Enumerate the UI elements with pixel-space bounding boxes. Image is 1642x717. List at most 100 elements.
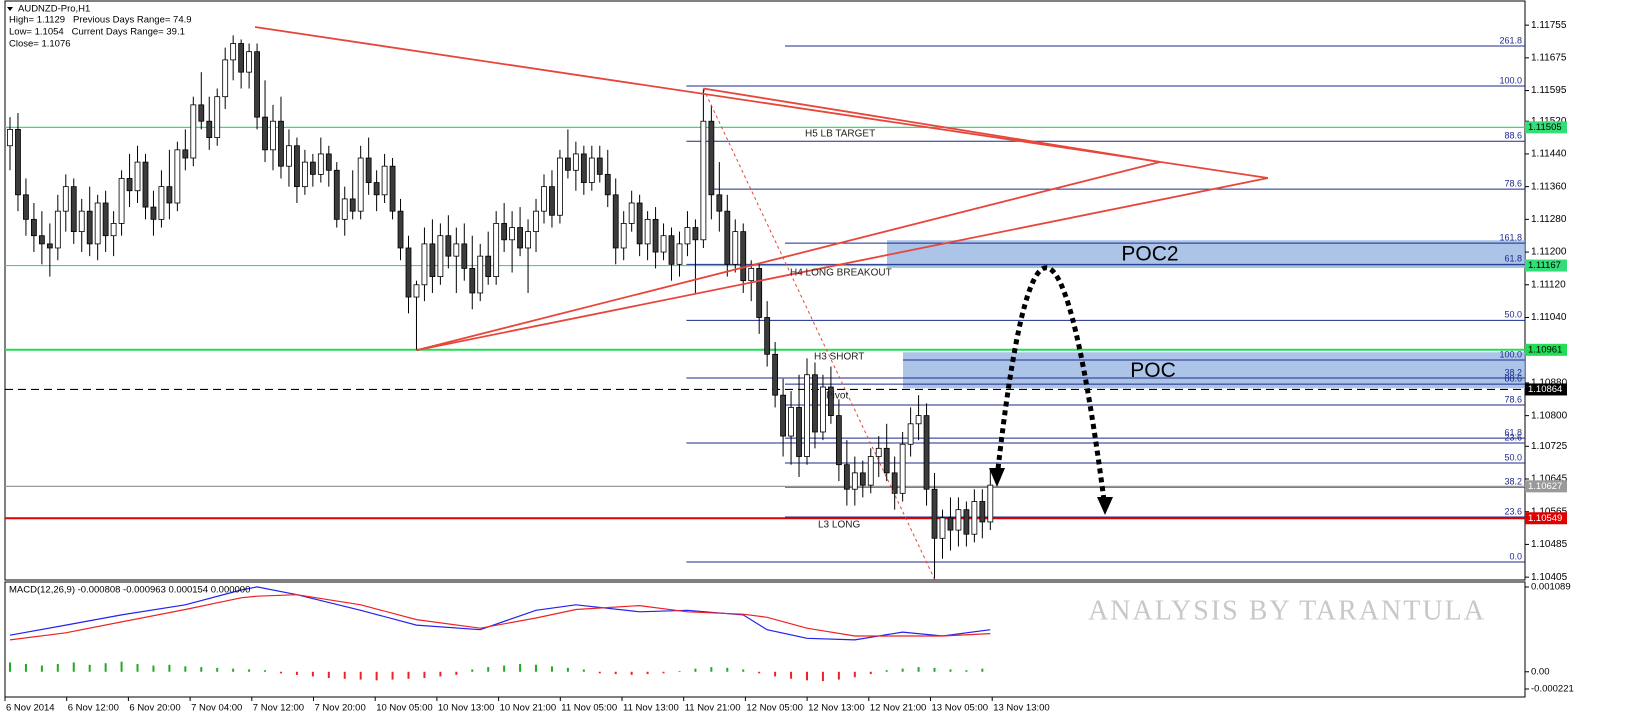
candle-body <box>46 243 53 249</box>
candle-body <box>397 210 404 249</box>
trend-line <box>703 87 1161 163</box>
candle-body <box>748 268 755 282</box>
y-tick-label: 1.11120 <box>1531 279 1566 290</box>
macd-y-tick-label: 0.00 <box>1531 666 1550 677</box>
candle-body <box>788 407 794 437</box>
candle-body <box>54 210 61 249</box>
candle-body <box>421 243 428 286</box>
candle-body <box>987 484 994 523</box>
candle-body <box>301 161 308 188</box>
price-level-box <box>1525 121 1567 134</box>
candle-body <box>15 128 21 196</box>
zone <box>887 240 1525 269</box>
candle-body <box>931 488 938 539</box>
main-layer <box>7 26 1269 682</box>
candle-body <box>166 186 173 204</box>
candle-body <box>325 153 332 171</box>
fib-label: 61.8 <box>1504 427 1522 437</box>
fib-label: 100.0 <box>1499 349 1522 359</box>
collapse-icon[interactable] <box>7 7 13 11</box>
candle-body <box>796 407 802 457</box>
candle-body <box>453 243 460 257</box>
candle-body <box>628 202 635 224</box>
candle-body <box>182 149 189 159</box>
x-tick-label: 13 Nov 13:00 <box>993 703 1050 714</box>
candle-body <box>461 243 468 269</box>
price-level-box <box>1525 512 1567 525</box>
candle-body <box>270 120 276 151</box>
candle-body <box>357 157 364 212</box>
y-tick-label: 1.10645 <box>1531 474 1568 485</box>
macd-panel-frame <box>4 581 1526 698</box>
y-tick-label: 1.11360 <box>1531 181 1567 192</box>
x-tick-label: 13 Nov 05:00 <box>932 703 989 714</box>
fib-label: 50.0 <box>1504 310 1522 320</box>
candle-body <box>947 517 954 531</box>
trend-line-dotted <box>702 88 935 580</box>
annotation: Pivot <box>826 391 848 402</box>
fib-label: 261.8 <box>1499 35 1522 45</box>
candle-body <box>652 218 659 253</box>
info-line: High= 1.1129 Previous Days Range= 74.9 <box>9 15 192 26</box>
y-tick-label: 1.10725 <box>1531 441 1568 452</box>
y-tick-label: 1.11595 <box>1531 85 1567 96</box>
candle-body <box>756 268 763 318</box>
candle-body <box>939 517 946 539</box>
candle-body <box>700 120 707 241</box>
candle-body <box>134 161 141 192</box>
fib-label: 50.0 <box>1504 452 1522 462</box>
x-tick-label: 12 Nov 13:00 <box>808 703 865 714</box>
chart-title: AUDNZD-Pro,H1 <box>18 4 90 15</box>
arrow-head <box>1097 497 1113 515</box>
candle-body <box>899 443 906 494</box>
candle-body <box>812 374 818 433</box>
fib-label: 0.0 <box>1509 551 1522 561</box>
price-level-label: 1.10549 <box>1528 513 1562 524</box>
candle-body <box>294 145 300 188</box>
y-tick-label: 1.11440 <box>1531 149 1567 160</box>
watermark: ANALYSIS BY TARANTULA <box>1088 595 1486 626</box>
fib-label: 88.6 <box>1504 374 1522 384</box>
candle-body <box>190 104 197 159</box>
price-level-label: 1.10627 <box>1528 481 1562 492</box>
candle-body <box>150 206 157 220</box>
candle-body <box>724 210 731 265</box>
fib-label: 38.2 <box>1504 367 1522 377</box>
candle-body <box>110 223 117 237</box>
y-tick-label: 1.10485 <box>1531 539 1568 550</box>
price-level-label: 1.10864 <box>1528 384 1562 395</box>
fib-label: 38.2 <box>1504 477 1522 487</box>
candle-body <box>23 194 29 220</box>
fib-label: 78.6 <box>1504 394 1522 404</box>
candle-body <box>286 145 292 167</box>
annotation: L3 LONG <box>818 520 860 531</box>
candle-body <box>222 59 229 98</box>
candle-body <box>102 202 109 237</box>
candle-body <box>708 120 715 196</box>
fib-label: 23.6 <box>1504 432 1522 442</box>
macd-y-tick-label: -0.000221 <box>1531 683 1574 694</box>
y-tick-label: 1.11040 <box>1531 312 1567 323</box>
candle-body <box>373 182 380 196</box>
candle-body <box>317 153 324 175</box>
candle-body <box>469 268 476 294</box>
candle-body <box>174 149 181 204</box>
candle-body <box>780 394 786 437</box>
candle-body <box>31 218 37 237</box>
zone-label: POC <box>1130 359 1176 382</box>
fib-label: 161.8 <box>1499 232 1522 242</box>
candle-body <box>596 157 603 175</box>
candle-body <box>764 317 771 355</box>
candle-body <box>859 472 866 486</box>
candle-body <box>198 104 205 122</box>
candle-body <box>389 165 396 212</box>
candle-body <box>341 198 348 220</box>
y-tick-label: 1.10565 <box>1531 506 1568 517</box>
y-tick-label: 1.11675 <box>1531 52 1567 63</box>
candle-body <box>86 210 93 245</box>
candle-body <box>118 178 125 224</box>
candle-body <box>278 120 284 167</box>
candle-body <box>851 472 858 490</box>
x-tick-label: 7 Nov 04:00 <box>191 703 242 714</box>
candle-body <box>891 472 898 494</box>
